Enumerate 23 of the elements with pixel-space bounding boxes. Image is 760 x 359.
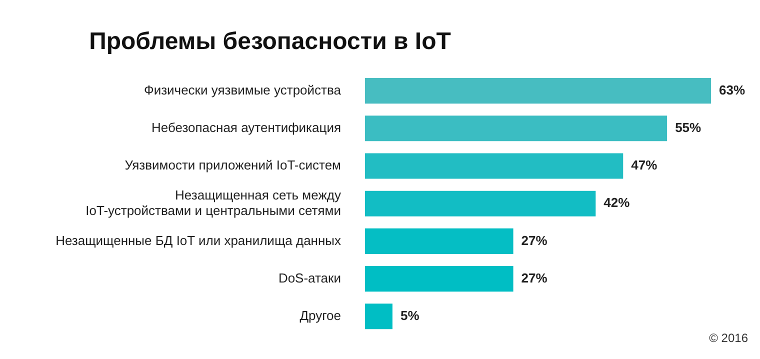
data-label: 63% [719, 82, 746, 98]
bar [365, 228, 514, 254]
y-tick-label: DoS-атаки [278, 270, 341, 286]
data-label: 27% [521, 270, 548, 286]
bar [365, 190, 596, 216]
data-label: 55% [675, 120, 702, 135]
y-tick-label: Небезопасная аутентификация [151, 120, 341, 135]
data-label: 27% [521, 232, 548, 248]
bar [365, 266, 514, 292]
data-label: 47% [631, 158, 658, 173]
bar [365, 153, 624, 179]
chart-title: Проблемы безопасности в IoT [88, 28, 452, 56]
y-tick-label: Уязвимости приложений IoT-систем [124, 158, 342, 173]
bar [365, 304, 392, 330]
y-tick-label: Незащищенная сеть между IoT-устройствами и центральными сетями [86, 187, 342, 218]
bar [365, 116, 668, 142]
y-tick-label: Другое [300, 308, 341, 323]
y-tick-label: Незащищенные БД IoT или хранилища данных [56, 232, 342, 248]
data-label: 42% [604, 195, 630, 210]
bar [365, 78, 711, 104]
y-tick-label: Физически уязвимые устройства [144, 82, 342, 98]
data-label: 5% [400, 308, 420, 323]
annotation: © 2016 [709, 331, 748, 345]
